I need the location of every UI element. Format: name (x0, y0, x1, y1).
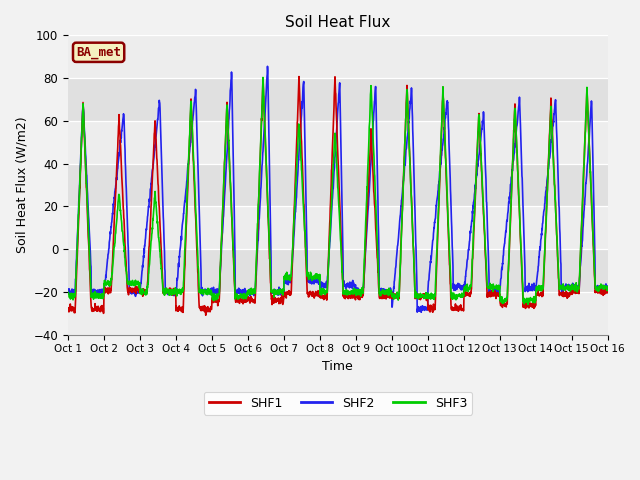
SHF2 (214, 288, 222, 294)
Text: BA_met: BA_met (76, 46, 121, 59)
SHF2 (495, 293, 503, 299)
SHF2 (354, 288, 362, 294)
Bar (68, 36, 608, 78)
SHF3 (495, 282, 502, 288)
SHF1 (365, 162, 373, 168)
SHF1 (64, 305, 72, 311)
Line: SHF2: SHF2 (68, 66, 608, 312)
SHF2 (365, 188, 373, 193)
Legend: SHF1, SHF2, SHF3: SHF1, SHF2, SHF3 (204, 392, 472, 415)
SHF1 (354, 294, 362, 300)
Line: SHF3: SHF3 (68, 77, 608, 304)
Line: SHF1: SHF1 (68, 77, 608, 315)
SHF3 (214, 291, 222, 297)
SHF1 (202, 312, 209, 318)
SHF2 (417, 309, 425, 315)
SHF2 (604, 283, 612, 289)
Title: Soil Heat Flux: Soil Heat Flux (285, 15, 390, 30)
SHF3 (572, 285, 579, 290)
SHF1 (604, 288, 612, 293)
X-axis label: Time: Time (323, 360, 353, 373)
SHF3 (557, 282, 564, 288)
SHF2 (572, 283, 579, 289)
SHF2 (64, 289, 72, 295)
SHF1 (295, 74, 303, 80)
SHF3 (64, 289, 72, 295)
SHF1 (495, 292, 503, 298)
SHF3 (259, 74, 267, 80)
SHF3 (365, 124, 373, 130)
SHF1 (572, 290, 579, 296)
Bar (68, 292, 608, 335)
SHF3 (354, 289, 362, 295)
SHF3 (524, 301, 532, 307)
SHF1 (215, 298, 223, 303)
Bar (68, 121, 608, 164)
SHF2 (557, 249, 564, 255)
Y-axis label: Soil Heat Flux (W/m2): Soil Heat Flux (W/m2) (15, 117, 28, 253)
SHF1 (557, 291, 564, 297)
Bar (68, 206, 608, 249)
SHF3 (604, 287, 612, 292)
SHF2 (264, 63, 271, 69)
